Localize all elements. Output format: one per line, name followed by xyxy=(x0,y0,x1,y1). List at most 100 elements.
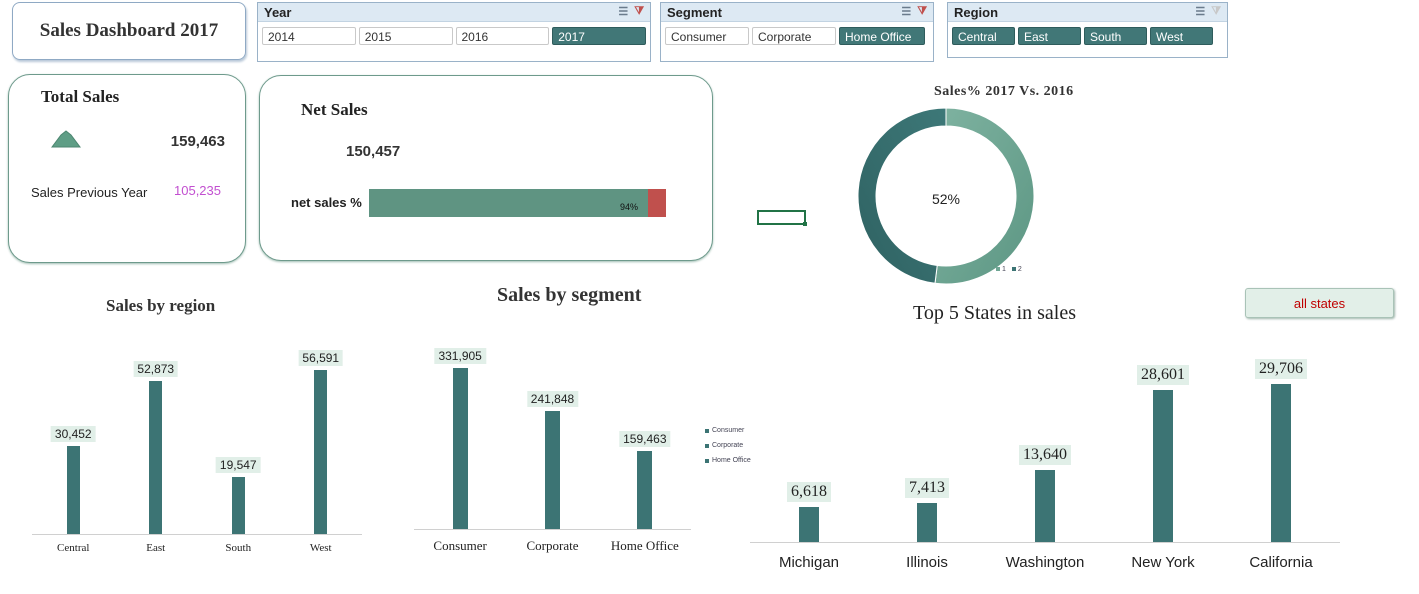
bar-california xyxy=(1271,384,1291,542)
segment-slicer-title: Segment xyxy=(667,4,722,20)
region-slicer-item-central[interactable]: Central xyxy=(952,27,1015,45)
data-label-west: 56,591 xyxy=(298,349,344,366)
year-slicer: Year ☰ ⧩ 2014 2015 2016 2017 xyxy=(257,2,651,62)
net-sales-value: 150,457 xyxy=(346,143,401,160)
clear-filter-icon[interactable]: ⧩ xyxy=(1211,5,1221,17)
clear-filter-icon[interactable]: ⧩ xyxy=(917,5,927,17)
sales-previous-year-label: Sales Previous Year xyxy=(31,185,148,200)
x-tick-central: Central xyxy=(57,542,90,554)
year-slicer-header: Year ☰ ⧩ xyxy=(258,3,650,22)
data-label-home-office: 159,463 xyxy=(619,431,671,448)
x-axis-line xyxy=(750,542,1340,543)
total-sales-card: Total Sales 159,463 Sales Previous Year … xyxy=(8,74,246,263)
dashboard-title: Sales Dashboard 2017 xyxy=(12,2,246,60)
region-slicer-item-east[interactable]: East xyxy=(1018,27,1081,45)
data-label-illinois: 7,413 xyxy=(905,477,949,498)
all-states-button-label: all states xyxy=(1293,295,1346,311)
region-slicer-items: Central East South West xyxy=(948,22,1227,45)
data-label-central: 30,452 xyxy=(50,425,96,442)
all-states-button[interactable]: all states xyxy=(1245,288,1394,318)
region-slicer-item-west[interactable]: West xyxy=(1150,27,1213,45)
bar-consumer xyxy=(452,367,468,529)
multi-select-icon[interactable]: ☰ xyxy=(901,6,912,18)
bar-south xyxy=(231,477,245,534)
donut-chart: 52% xyxy=(857,107,1035,285)
bar-michigan xyxy=(799,506,819,542)
segment-slicer-item-consumer[interactable]: Consumer xyxy=(665,27,749,45)
data-label-east: 52,873 xyxy=(133,360,179,377)
trend-up-icon xyxy=(51,130,81,148)
x-tick-illinois: Illinois xyxy=(906,554,948,571)
states-chart: 6,618 Michigan 7,413 Illinois 13,640 Washingt… xyxy=(750,340,1340,580)
net-sales-progress: 94% xyxy=(369,189,666,217)
net-sales-progress-fill xyxy=(369,189,649,217)
region-slicer: Region ☰ ⧩ Central East South West xyxy=(947,2,1228,58)
region-slicer-title: Region xyxy=(954,4,999,20)
x-axis-line xyxy=(32,534,362,535)
net-sales-bar-label: net sales % xyxy=(291,195,362,210)
year-slicer-title: Year xyxy=(264,4,292,20)
data-label-washington: 13,640 xyxy=(1019,444,1071,465)
segment-chart-title: Sales by segment xyxy=(497,284,642,306)
year-slicer-item-2014[interactable]: 2014 xyxy=(262,27,356,45)
bar-new-york xyxy=(1153,390,1173,542)
segment-legend-home-office: Home Office xyxy=(705,457,751,464)
bar-washington xyxy=(1035,469,1055,542)
total-sales-title: Total Sales xyxy=(41,87,120,106)
x-tick-california: California xyxy=(1249,554,1313,571)
data-label-michigan: 6,618 xyxy=(787,481,831,502)
total-sales-value: 159,463 xyxy=(170,133,225,150)
year-slicer-item-2016[interactable]: 2016 xyxy=(455,27,550,45)
x-tick-new-york: New York xyxy=(1131,554,1195,571)
segment-slicer-header: Segment ☰ ⧩ xyxy=(661,3,933,22)
net-sales-percent: 94% xyxy=(619,202,638,212)
donut-legend-item-1: 1 xyxy=(996,266,1006,273)
x-axis-line xyxy=(414,529,691,530)
region-slicer-header: Region ☰ ⧩ xyxy=(948,3,1227,22)
x-tick-consumer: Consumer xyxy=(433,538,487,553)
year-slicer-item-2017[interactable]: 2017 xyxy=(552,27,646,45)
segment-slicer: Segment ☰ ⧩ Consumer Corporate Home Office xyxy=(660,2,934,62)
region-chart-title: Sales by region xyxy=(106,296,216,315)
region-slicer-item-south[interactable]: South xyxy=(1084,27,1147,45)
sales-previous-year-value: 105,235 xyxy=(174,183,221,198)
region-chart: 30,452 Central 52,873 East 19,547 South 56,591… xyxy=(32,330,362,560)
selected-cell[interactable] xyxy=(757,210,807,226)
donut-title: Sales% 2017 Vs. 2016 xyxy=(934,84,1074,99)
bar-west xyxy=(314,369,328,534)
donut-segment-2016 xyxy=(857,107,947,284)
net-sales-card: Net Sales 150,457 net sales % 94% xyxy=(259,75,713,261)
x-tick-corporate: Corporate xyxy=(526,538,579,553)
states-chart-title: Top 5 States in sales xyxy=(913,302,1077,324)
bar-corporate xyxy=(545,411,560,529)
clear-filter-icon[interactable]: ⧩ xyxy=(634,5,644,17)
year-slicer-items: 2014 2015 2016 2017 xyxy=(258,22,650,45)
multi-select-icon[interactable]: ☰ xyxy=(618,6,629,18)
donut-legend-item-2: 2 xyxy=(1011,266,1022,273)
x-tick-washington: Washington xyxy=(1005,554,1085,571)
data-label-new-york: 28,601 xyxy=(1137,365,1189,386)
x-tick-michigan: Michigan xyxy=(778,554,840,571)
segment-legend-consumer: Consumer xyxy=(705,427,751,434)
segment-slicer-item-home-office[interactable]: Home Office xyxy=(839,27,925,45)
bar-home-office xyxy=(637,451,653,529)
x-tick-home-office: Home Office xyxy=(610,538,679,553)
data-label-california: 29,706 xyxy=(1255,359,1307,380)
segment-chart: 331,905 Consumer 241,848 Corporate 159,463 Ho… xyxy=(414,330,691,560)
segment-slicer-items: Consumer Corporate Home Office xyxy=(661,22,933,45)
data-label-corporate: 241,848 xyxy=(526,391,579,408)
segment-slicer-item-corporate[interactable]: Corporate xyxy=(752,27,836,45)
data-label-south: 19,547 xyxy=(215,457,261,474)
net-sales-title: Net Sales xyxy=(301,100,368,119)
donut-legend: 1 2 xyxy=(996,266,1022,273)
bar-central xyxy=(66,445,80,534)
multi-select-icon[interactable]: ☰ xyxy=(1195,6,1206,18)
data-label-consumer: 331,905 xyxy=(434,347,486,364)
year-slicer-item-2015[interactable]: 2015 xyxy=(358,27,453,45)
segment-chart-legend: Consumer Corporate Home Office xyxy=(705,427,751,464)
x-tick-west: West xyxy=(309,542,332,554)
x-tick-south: South xyxy=(225,542,252,554)
bar-illinois xyxy=(917,502,937,542)
bar-east xyxy=(149,380,163,534)
donut-center-label: 52% xyxy=(932,191,960,207)
